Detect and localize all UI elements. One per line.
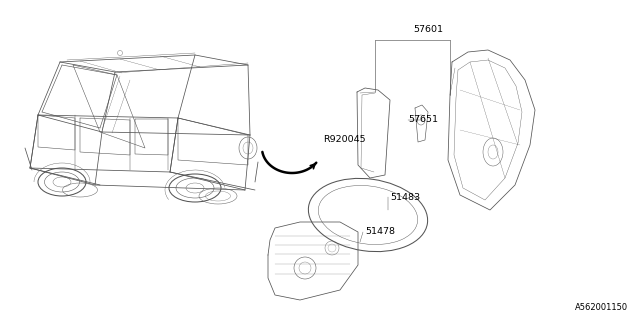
- Text: 51483: 51483: [390, 193, 420, 202]
- Text: 57601: 57601: [413, 26, 443, 35]
- Text: A562001150: A562001150: [575, 303, 628, 313]
- Text: 51478: 51478: [365, 228, 395, 236]
- Text: R920045: R920045: [323, 135, 365, 145]
- Text: 57651: 57651: [408, 116, 438, 124]
